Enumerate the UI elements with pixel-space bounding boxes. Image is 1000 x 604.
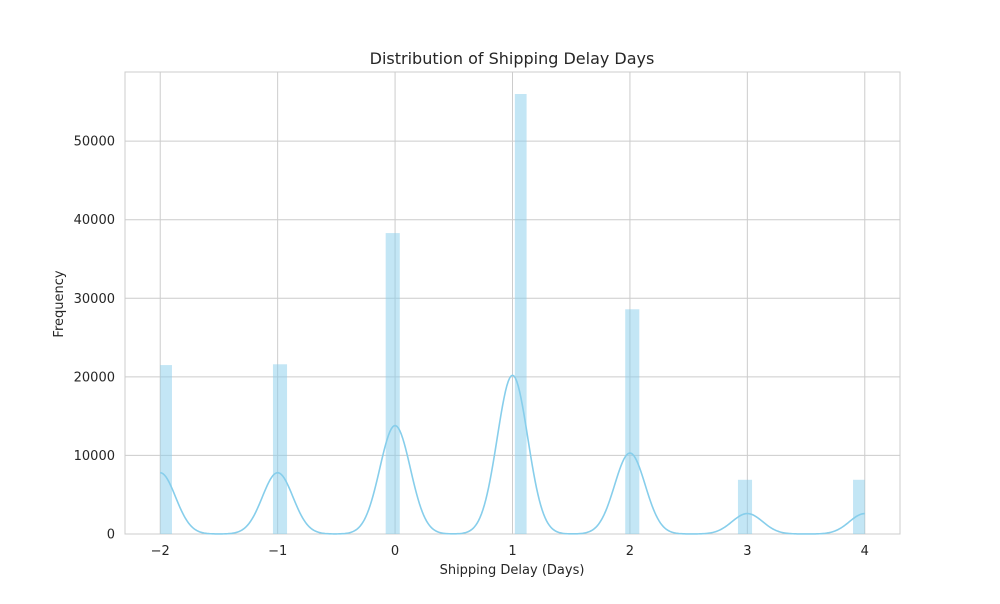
- histogram-bar: [514, 94, 527, 534]
- x-axis-label: Shipping Delay (Days): [440, 563, 585, 578]
- histogram-bar: [737, 479, 753, 534]
- y-tick-label: 10000: [74, 449, 115, 464]
- gridlines: [124, 71, 901, 535]
- x-tick-label: −2: [151, 544, 170, 559]
- tick-labels: −2 −1 0 1 2 3 4 0 10000 20000 30000 40000 50000: [74, 135, 869, 559]
- y-tick-label: 30000: [74, 292, 115, 307]
- kde-curve-group: [160, 374, 865, 535]
- histogram-bar: [272, 364, 288, 534]
- kde-curve: [160, 374, 865, 535]
- x-tick-label: 4: [861, 544, 869, 559]
- x-tick-label: 0: [391, 544, 399, 559]
- y-tick-label: 0: [107, 528, 115, 543]
- y-tick-label: 20000: [74, 370, 115, 385]
- chart-title: Distribution of Shipping Delay Days: [370, 49, 655, 68]
- histogram-bar: [625, 309, 640, 534]
- x-tick-label: 1: [508, 544, 516, 559]
- histogram-bars: [160, 94, 865, 535]
- y-tick-label: 40000: [74, 213, 115, 228]
- histogram-bar: [853, 479, 865, 534]
- histogram-bar: [160, 365, 172, 534]
- x-tick-label: 2: [626, 544, 634, 559]
- x-tick-label: 3: [743, 544, 751, 559]
- y-axis-label: Frequency: [52, 270, 67, 337]
- histogram-bar: [385, 233, 400, 535]
- y-tick-label: 50000: [74, 135, 115, 150]
- x-tick-label: −1: [268, 544, 287, 559]
